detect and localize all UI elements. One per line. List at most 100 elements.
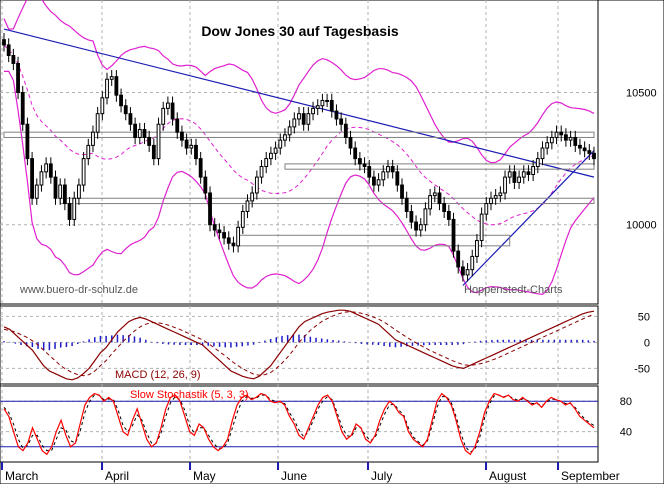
candle-body xyxy=(240,210,245,228)
candle-body xyxy=(362,163,367,168)
candle-body xyxy=(297,113,301,120)
candle-body xyxy=(315,105,320,109)
candle-body xyxy=(119,94,123,107)
panel-frame xyxy=(0,0,599,305)
macd-layer xyxy=(3,309,595,381)
candle-body xyxy=(549,136,554,144)
support-box xyxy=(284,163,595,170)
main-overlays xyxy=(3,0,595,296)
candle-body xyxy=(432,192,437,197)
candle-body xyxy=(123,105,128,115)
candle-body xyxy=(11,55,16,64)
candle-body xyxy=(568,136,573,141)
candle-body xyxy=(470,255,475,271)
candle-body xyxy=(535,158,540,168)
candle-body xyxy=(245,200,250,212)
candle-body xyxy=(2,39,6,46)
candle-body xyxy=(170,102,175,120)
macd-line xyxy=(3,309,595,381)
candle-body xyxy=(147,136,152,146)
watermark-left: www.buero-dr-schulz.de xyxy=(19,284,138,296)
month-label: July xyxy=(371,469,392,483)
moving-average-line xyxy=(3,44,595,226)
candle-body xyxy=(479,213,484,242)
candle-body xyxy=(20,92,25,125)
candle-body xyxy=(301,113,306,125)
candle-body xyxy=(212,224,217,231)
uptrend-line xyxy=(462,150,595,286)
candle-body xyxy=(222,232,226,239)
candle-body xyxy=(44,163,49,173)
candle-body xyxy=(194,144,198,160)
macd-tick-label: -50 xyxy=(634,363,650,375)
candle-body xyxy=(217,229,222,234)
candle-body xyxy=(161,107,166,125)
price-tick-label: 10500 xyxy=(626,88,657,100)
candle-body xyxy=(250,192,255,202)
candle-body xyxy=(414,221,418,231)
candle-body xyxy=(428,195,433,210)
candle-body xyxy=(507,171,512,178)
candle-body xyxy=(165,102,170,109)
candle-body xyxy=(142,129,147,138)
candle-body xyxy=(58,184,63,199)
candle-body xyxy=(475,240,479,257)
candle-body xyxy=(343,123,348,138)
candle-body xyxy=(573,136,578,146)
candle-body xyxy=(133,123,138,138)
month-label: June xyxy=(281,469,307,483)
candle-body xyxy=(292,118,297,128)
stoch-tick-label: 40 xyxy=(620,427,632,439)
candle-body xyxy=(180,131,184,141)
candle-body xyxy=(320,99,325,107)
stoch-d-line xyxy=(3,394,595,453)
bollinger-lower-line xyxy=(4,70,595,296)
stoch-label: Slow Stochastik (5, 3, 3) xyxy=(130,389,249,401)
candle-body xyxy=(456,250,461,268)
candle-body xyxy=(226,237,231,244)
candle-body xyxy=(151,144,156,160)
candle-body xyxy=(16,62,20,94)
stoch-tick-label: 80 xyxy=(620,396,632,408)
panel-frame xyxy=(0,305,599,385)
bollinger-upper-line xyxy=(3,0,595,164)
candle-body xyxy=(442,203,447,212)
macd-signal-line xyxy=(3,311,595,377)
candles xyxy=(2,33,596,282)
stoch-k-line xyxy=(3,392,595,456)
candle-body xyxy=(231,242,236,247)
axes-layer: March April May June July August September 1000… xyxy=(1,88,657,483)
candle-body xyxy=(334,110,339,120)
month-label: August xyxy=(489,469,527,483)
month-label: May xyxy=(193,469,216,483)
candle-body xyxy=(264,158,269,168)
candle-body xyxy=(386,166,390,173)
macd-tick-label: 50 xyxy=(638,311,650,323)
month-label: April xyxy=(105,469,129,483)
candle-body xyxy=(156,123,161,160)
candle-body xyxy=(498,192,503,197)
candle-body xyxy=(521,171,526,178)
candle-body xyxy=(77,184,81,199)
support-box xyxy=(237,234,511,247)
candle-body xyxy=(53,176,58,199)
candle-body xyxy=(446,210,451,220)
candle-body xyxy=(34,184,39,199)
candle-body xyxy=(512,171,517,183)
candle-body xyxy=(390,166,395,173)
month-label: March xyxy=(5,469,38,483)
candle-body xyxy=(100,97,105,115)
candle-body xyxy=(465,269,470,276)
month-label: September xyxy=(561,469,620,483)
candle-body xyxy=(564,134,568,141)
candle-body xyxy=(559,131,564,136)
candle-body xyxy=(531,166,536,175)
candle-body xyxy=(404,197,409,212)
candle-body xyxy=(72,197,77,220)
candle-body xyxy=(175,118,180,133)
candle-body xyxy=(208,192,212,226)
candle-body xyxy=(81,158,86,186)
